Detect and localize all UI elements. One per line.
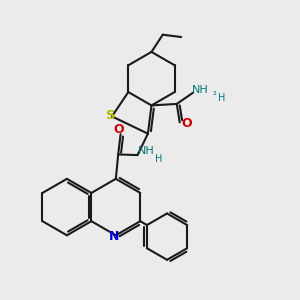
Text: S: S: [106, 109, 116, 122]
Text: NH: NH: [192, 85, 209, 95]
Text: H: H: [155, 154, 163, 164]
Text: O: O: [181, 117, 192, 130]
Text: NH: NH: [138, 146, 155, 156]
Text: O: O: [114, 123, 124, 136]
Text: N: N: [109, 230, 119, 243]
Text: ₂: ₂: [213, 87, 216, 97]
Text: H: H: [218, 93, 225, 103]
